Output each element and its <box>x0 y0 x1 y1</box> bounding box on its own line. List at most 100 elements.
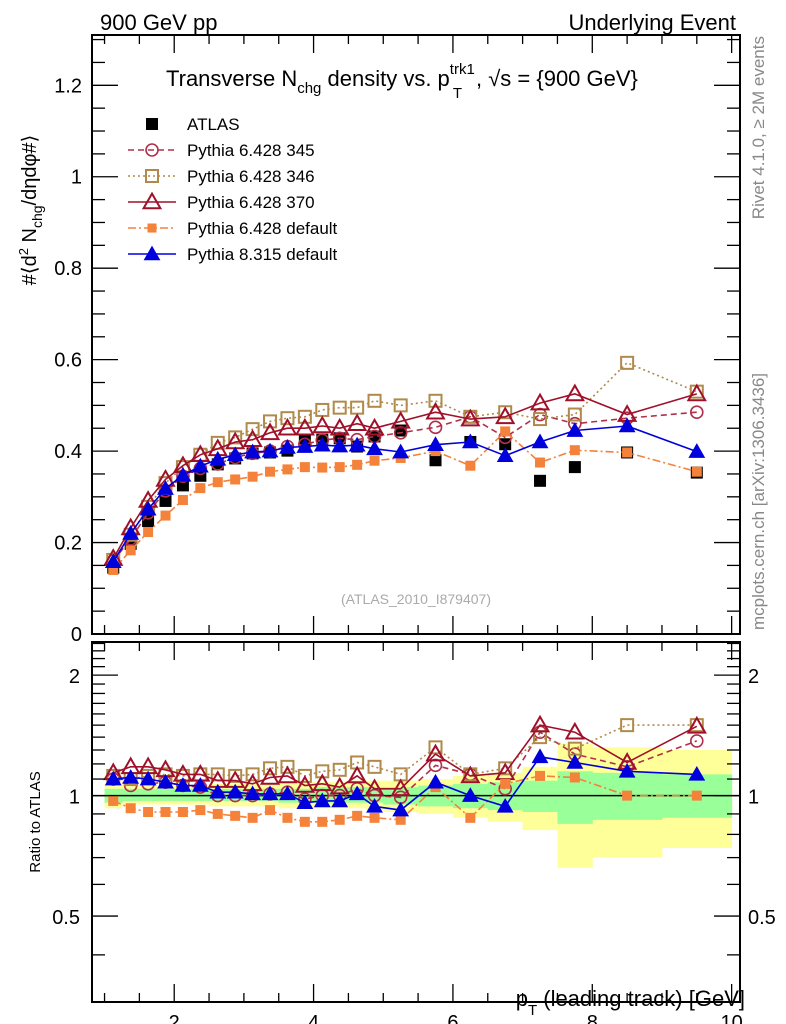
main-data-point <box>366 440 383 456</box>
main-data-point <box>230 474 241 485</box>
ratio-data-point <box>312 773 333 792</box>
ratio-data-point <box>294 775 315 793</box>
main-data-point <box>195 483 206 494</box>
header-right-label: Underlying Event <box>568 10 736 35</box>
main-data-point <box>428 393 443 408</box>
legend-marker <box>147 223 157 233</box>
main-data-point <box>691 466 702 477</box>
main-series-atlas <box>107 424 703 574</box>
main-data-point <box>312 415 333 434</box>
main-data-point <box>176 479 189 492</box>
main-data-point <box>143 527 154 538</box>
main-data-point <box>427 436 444 451</box>
ratio-data-point <box>247 812 258 823</box>
main-data-point <box>317 462 328 473</box>
legend-marker <box>145 169 159 183</box>
ratio-y-tick-label-right: 1 <box>748 787 759 809</box>
legend-entry: ATLAS <box>146 115 240 134</box>
legend-entry: Pythia 6.428 346 <box>128 167 315 186</box>
main-data-point <box>568 461 581 474</box>
ratio-y-tick-label: 0.5 <box>52 907 80 929</box>
rivet-version-label: Rivet 4.1.0, ≥ 2M events <box>749 36 768 219</box>
ratio-data-point <box>395 814 406 825</box>
main-data-point <box>500 426 511 437</box>
main-data-point <box>620 355 635 370</box>
ratio-data-point <box>282 812 293 823</box>
legend-label: ATLAS <box>187 115 240 134</box>
main-data-point <box>460 408 481 427</box>
ratio-data-point <box>228 768 243 783</box>
ratio-data-point <box>334 814 345 825</box>
ratio-data-point <box>160 807 171 818</box>
ratio-data-point <box>688 765 706 781</box>
ratio-data-point <box>390 778 411 797</box>
main-data-point <box>364 417 385 436</box>
ratio-data-point <box>317 816 328 827</box>
x-tick-label: 4 <box>308 1012 319 1024</box>
legend-marker <box>146 118 158 130</box>
legend: ATLAS Pythia 6.428 345 Pythia 6.428 346 Pyt… <box>128 115 338 264</box>
ratio-data-point <box>427 773 444 789</box>
ratio-data-point <box>122 769 140 784</box>
main-data-point <box>259 422 281 441</box>
main-data-point <box>277 417 298 436</box>
main-data-point <box>367 393 382 408</box>
ratio-data-point <box>500 778 511 789</box>
ratio-data-point <box>108 795 119 806</box>
ratio-data-point <box>691 790 702 801</box>
legend-entry: Pythia 6.428 345 <box>128 141 315 160</box>
ratio-data-point <box>392 801 410 817</box>
ratio-data-point <box>465 812 476 823</box>
ratio-data-point <box>104 770 122 786</box>
main-data-point <box>245 422 260 437</box>
ratio-series-layer <box>103 714 707 827</box>
main-data-point <box>263 414 278 429</box>
ratio-data-point <box>367 759 382 774</box>
ratio-data-point <box>265 805 276 816</box>
main-data-point <box>212 477 223 488</box>
main-y-axis-label: #⟨d2 Nchg/dηdφ#⟩ <box>16 135 45 286</box>
main-series-pythia-8-315-default <box>104 417 706 569</box>
main-data-point <box>461 433 479 449</box>
legend-entry: Pythia 8.315 default <box>128 245 338 264</box>
main-data-point <box>261 442 279 458</box>
ratio-data-point <box>297 768 312 783</box>
legend-entry: Pythia 6.428 370 <box>128 191 315 212</box>
legend-marker <box>143 245 161 261</box>
main-data-point <box>157 480 174 495</box>
x-tick-label: 6 <box>447 1012 458 1024</box>
main-data-point <box>191 457 209 473</box>
ratio-series-line <box>113 724 698 790</box>
ratio-data-point <box>622 790 633 801</box>
main-data-point <box>535 457 546 468</box>
ratio-data-point <box>618 762 636 778</box>
ratio-data-point <box>244 785 262 801</box>
main-data-point <box>104 553 122 569</box>
main-data-point <box>334 462 345 473</box>
header-left-label: 900 GeV pp <box>100 10 217 35</box>
x-tick-label: 10 <box>721 1012 743 1024</box>
y-tick-label: 0.6 <box>54 350 82 372</box>
main-data-point <box>622 447 633 458</box>
ratio-data-point <box>689 734 704 748</box>
y-tick-label: 0 <box>71 624 82 646</box>
main-data-point <box>496 447 514 462</box>
y-tick-label: 1 <box>71 167 82 189</box>
legend-label: Pythia 6.428 370 <box>187 193 315 212</box>
main-series-line <box>112 411 697 562</box>
ratio-y-tick-label: 1 <box>69 787 80 809</box>
main-data-point <box>348 436 366 452</box>
legend-label: Pythia 8.315 default <box>187 245 338 264</box>
stat-uncertainty-band <box>121 788 140 801</box>
ratio-axes: 2 4 6 8 10 0.5 0.5 1 1 2 2 <box>52 641 776 1024</box>
ratio-data-point <box>174 777 192 792</box>
ratio-data-point <box>259 767 281 785</box>
main-series-line <box>112 430 698 571</box>
x-tick-label: 8 <box>587 1012 598 1024</box>
legend-label: Pythia 6.428 346 <box>187 167 315 186</box>
ratio-data-point <box>280 759 295 774</box>
main-data-point <box>529 392 551 411</box>
legend-label: Pythia 6.428 345 <box>187 141 315 160</box>
ratio-data-point <box>245 767 260 782</box>
main-data-point <box>569 445 580 456</box>
